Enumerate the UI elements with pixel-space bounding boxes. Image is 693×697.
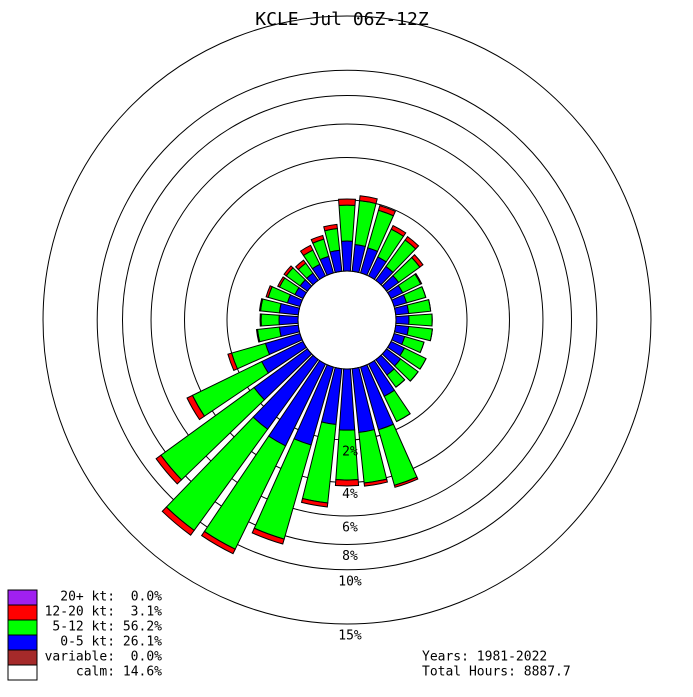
petal-segment bbox=[396, 413, 411, 423]
petal-segment bbox=[428, 299, 432, 312]
note: Years: 1981-2022 bbox=[422, 650, 547, 665]
petal-segment bbox=[393, 324, 410, 336]
petal-segment bbox=[404, 235, 420, 250]
petal-segment bbox=[259, 298, 282, 314]
petal-segment bbox=[283, 265, 294, 277]
petal-segment bbox=[200, 530, 236, 555]
petal-segment bbox=[186, 394, 206, 421]
petal-segment bbox=[411, 254, 424, 268]
petal-segment bbox=[294, 259, 307, 271]
petal-segment bbox=[251, 527, 285, 545]
ring bbox=[121, 94, 573, 546]
petal-segment bbox=[227, 352, 239, 372]
petal-segment bbox=[340, 240, 354, 272]
chart-title: KCLE Jul 06Z-12Z bbox=[255, 9, 429, 30]
ring bbox=[42, 15, 652, 625]
legend-swatch bbox=[7, 604, 38, 621]
petal-segment bbox=[259, 313, 262, 327]
legend-label: 20+ kt: 0.0% bbox=[60, 590, 162, 605]
petal-segment bbox=[393, 304, 410, 316]
legend-swatch bbox=[7, 589, 38, 606]
petal-segment bbox=[395, 315, 410, 325]
petal-segment bbox=[338, 198, 356, 206]
petal-segment bbox=[338, 204, 356, 242]
legend-label: 12-20 kt: 3.1% bbox=[45, 605, 163, 620]
petal-segment bbox=[310, 234, 325, 244]
petal-segment bbox=[258, 298, 264, 312]
petal-segment bbox=[323, 223, 338, 232]
calm-circle bbox=[297, 270, 397, 370]
petal-segment bbox=[260, 313, 280, 327]
petal-segment bbox=[429, 328, 433, 341]
petal-segment bbox=[409, 371, 419, 382]
petal-segment bbox=[419, 358, 427, 370]
ring-label: 2% bbox=[342, 445, 358, 460]
petal-segment bbox=[419, 341, 425, 353]
petal-segment bbox=[395, 379, 406, 388]
ring bbox=[96, 69, 598, 571]
petal-segment bbox=[255, 328, 261, 343]
legend-swatch bbox=[7, 619, 38, 636]
petal-segment bbox=[334, 479, 360, 487]
note: Total Hours: 8887.7 bbox=[422, 665, 571, 680]
petal-segment bbox=[265, 285, 273, 299]
ring-label: 6% bbox=[342, 520, 358, 535]
petal-segment bbox=[278, 314, 299, 326]
legend-swatch bbox=[7, 649, 38, 666]
petal-segment bbox=[338, 368, 356, 431]
petal-segment bbox=[161, 506, 195, 536]
ring-label: 4% bbox=[342, 487, 358, 502]
ring-label: 10% bbox=[338, 574, 362, 589]
petal-segment bbox=[155, 454, 183, 485]
petal-segment bbox=[408, 313, 433, 327]
petal-segment bbox=[414, 272, 423, 285]
petal-segment bbox=[358, 195, 378, 205]
ring-label: 8% bbox=[342, 549, 358, 564]
legend-swatch bbox=[7, 664, 38, 681]
petal-segment bbox=[377, 204, 397, 217]
petal-segment bbox=[300, 497, 329, 508]
legend-swatch bbox=[7, 634, 38, 651]
ring bbox=[150, 123, 544, 517]
legend-label: 0-5 kt: 26.1% bbox=[60, 635, 162, 650]
legend-label: 5-12 kt: 56.2% bbox=[52, 620, 162, 635]
petal-segment bbox=[393, 476, 419, 488]
petal-segment bbox=[363, 478, 389, 487]
legend-label: calm: 14.6% bbox=[76, 665, 162, 680]
ring-label: 15% bbox=[338, 628, 362, 643]
petal-segment bbox=[390, 224, 407, 237]
petal-segment bbox=[299, 244, 314, 257]
petal-segment bbox=[277, 276, 286, 288]
legend-label: variable: 0.0% bbox=[45, 650, 163, 665]
